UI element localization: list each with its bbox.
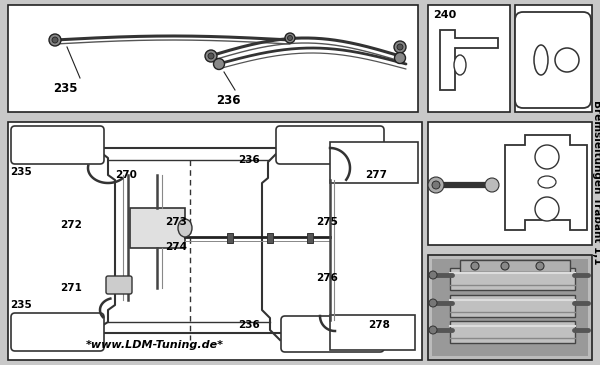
Bar xyxy=(8,5,418,112)
Bar xyxy=(428,122,592,245)
Ellipse shape xyxy=(534,45,548,75)
Bar xyxy=(450,295,575,317)
Text: 236: 236 xyxy=(238,320,260,330)
Text: 272: 272 xyxy=(60,220,82,230)
Circle shape xyxy=(205,50,217,62)
FancyBboxPatch shape xyxy=(106,276,132,294)
Text: Bremsleitungen Trabant 1,1: Bremsleitungen Trabant 1,1 xyxy=(592,100,600,264)
Text: 275: 275 xyxy=(316,217,338,227)
Bar xyxy=(227,233,233,243)
FancyBboxPatch shape xyxy=(281,316,384,352)
Bar xyxy=(460,260,570,272)
Bar xyxy=(307,233,313,243)
Circle shape xyxy=(471,262,479,270)
Circle shape xyxy=(287,35,293,41)
Text: 235: 235 xyxy=(10,167,32,177)
Text: 236: 236 xyxy=(216,93,240,107)
Ellipse shape xyxy=(538,176,556,188)
Circle shape xyxy=(432,181,440,189)
FancyBboxPatch shape xyxy=(11,313,104,351)
Circle shape xyxy=(535,197,559,221)
Text: 236: 236 xyxy=(238,155,260,165)
Text: 276: 276 xyxy=(316,273,338,283)
Ellipse shape xyxy=(178,219,192,237)
Bar xyxy=(8,122,422,360)
Bar xyxy=(330,315,415,350)
Bar xyxy=(450,268,575,290)
Text: 273: 273 xyxy=(165,217,187,227)
Circle shape xyxy=(555,48,579,72)
Text: 274: 274 xyxy=(165,242,187,252)
Circle shape xyxy=(501,262,509,270)
Bar xyxy=(450,321,575,343)
Bar xyxy=(428,255,592,360)
Text: 235: 235 xyxy=(10,300,32,310)
FancyBboxPatch shape xyxy=(276,126,384,164)
Bar xyxy=(432,259,588,356)
Ellipse shape xyxy=(454,55,466,75)
Circle shape xyxy=(397,44,403,50)
Text: 271: 271 xyxy=(60,283,82,293)
Circle shape xyxy=(395,53,406,64)
Circle shape xyxy=(429,271,437,279)
Circle shape xyxy=(208,53,214,59)
Circle shape xyxy=(429,299,437,307)
FancyBboxPatch shape xyxy=(515,12,591,108)
Circle shape xyxy=(535,145,559,169)
Bar xyxy=(267,233,273,243)
Circle shape xyxy=(52,37,58,43)
Text: 277: 277 xyxy=(365,170,387,180)
Circle shape xyxy=(429,326,437,334)
Circle shape xyxy=(485,178,499,192)
Circle shape xyxy=(428,177,444,193)
Bar xyxy=(130,208,185,248)
Circle shape xyxy=(214,58,224,69)
Bar xyxy=(515,5,592,112)
Circle shape xyxy=(536,262,544,270)
Text: 240: 240 xyxy=(433,10,456,20)
Text: 235: 235 xyxy=(53,81,77,95)
Bar xyxy=(428,5,510,112)
Text: *www.LDM-Tuning.de*: *www.LDM-Tuning.de* xyxy=(86,340,224,350)
Circle shape xyxy=(49,34,61,46)
FancyBboxPatch shape xyxy=(11,126,104,164)
Text: 270: 270 xyxy=(115,170,137,180)
Circle shape xyxy=(394,41,406,53)
Text: 278: 278 xyxy=(368,320,390,330)
Bar xyxy=(330,142,418,183)
Circle shape xyxy=(285,33,295,43)
